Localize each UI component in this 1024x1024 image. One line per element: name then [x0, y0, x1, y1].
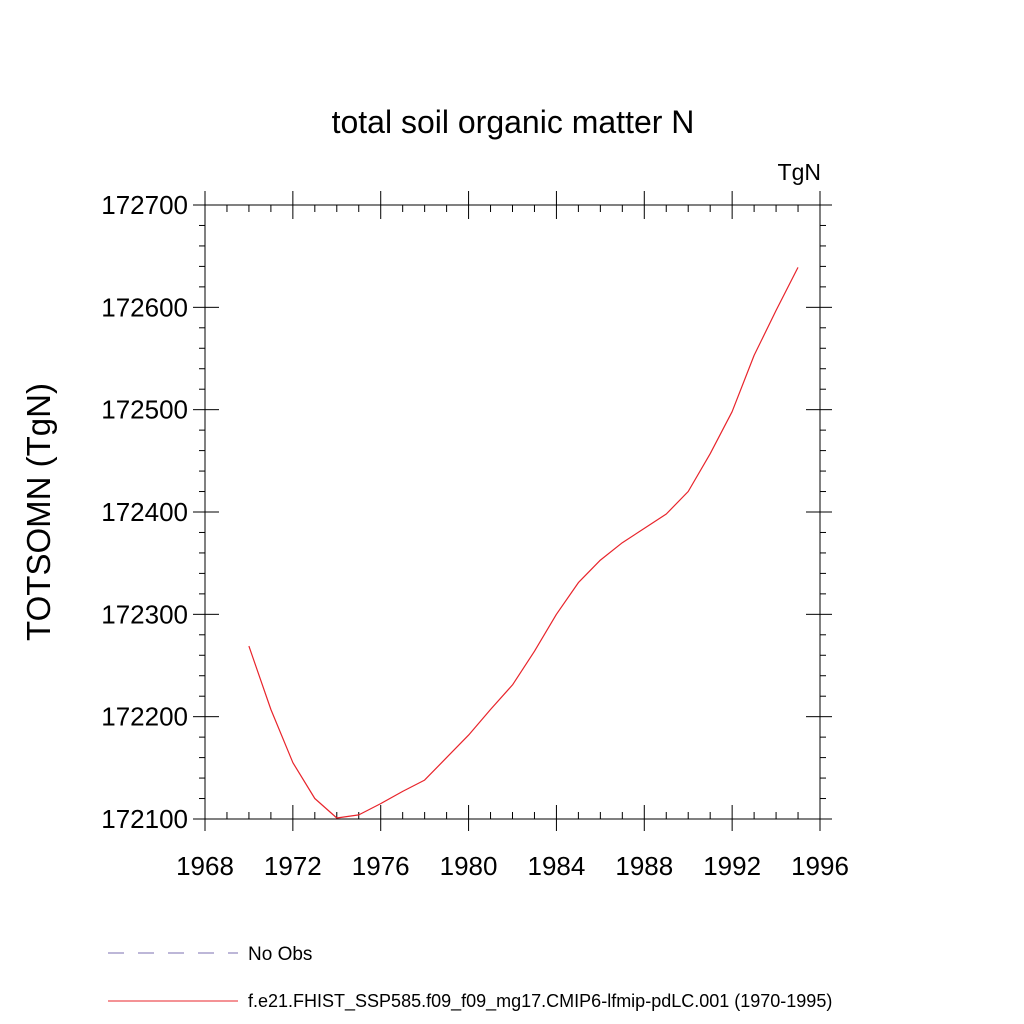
x-tick-label: 1992 — [703, 851, 761, 881]
y-tick-label: 172300 — [101, 599, 188, 629]
minor-ticks — [199, 205, 826, 819]
y-tick-labels: 172100 172200 172300 172400 172500 172600 1727… — [101, 190, 188, 834]
x-tick-label: 1976 — [352, 851, 410, 881]
legend: No Obs f.e21.FHIST_SSP585.f09_f09_mg17.C… — [108, 944, 832, 1012]
series-line-0 — [248, 267, 799, 819]
x-tick-label: 1996 — [791, 851, 849, 881]
series-lines — [248, 267, 799, 819]
y-tick-label: 172600 — [101, 292, 188, 322]
chart-title: total soil organic matter N — [332, 104, 695, 140]
x-tick-label: 1972 — [264, 851, 322, 881]
legend-series-label: f.e21.FHIST_SSP585.f09_f09_mg17.CMIP6-lf… — [248, 991, 832, 1012]
plot-frame — [204, 204, 821, 820]
y-tick-label: 172700 — [101, 190, 188, 220]
y-axis-label: TOTSOMN (TgN) — [20, 383, 57, 641]
y-tick-label: 172500 — [101, 395, 188, 425]
x-tick-label: 1980 — [440, 851, 498, 881]
x-tick-label: 1988 — [615, 851, 673, 881]
y-tick-label: 172100 — [101, 804, 188, 834]
y-tick-label: 172400 — [101, 497, 188, 527]
x-tick-label: 1984 — [528, 851, 586, 881]
major-ticks — [193, 191, 832, 831]
x-tick-label: 1968 — [176, 851, 234, 881]
units-label: TgN — [778, 159, 821, 185]
y-tick-label: 172200 — [101, 702, 188, 732]
x-tick-labels: 1968 1972 1976 1980 1984 1988 1992 1996 — [176, 851, 849, 881]
legend-no-obs-label: No Obs — [248, 944, 312, 965]
